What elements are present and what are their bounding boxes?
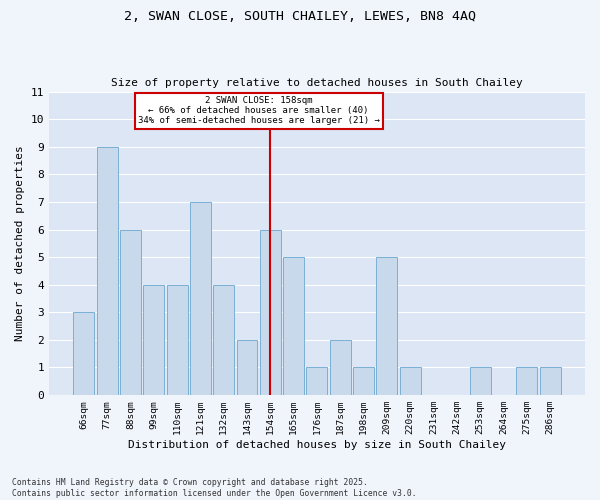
Title: Size of property relative to detached houses in South Chailey: Size of property relative to detached ho… bbox=[111, 78, 523, 88]
Bar bbox=[97, 146, 118, 395]
Bar bbox=[539, 368, 560, 395]
Y-axis label: Number of detached properties: Number of detached properties bbox=[15, 146, 25, 341]
Bar bbox=[307, 368, 328, 395]
Bar bbox=[120, 230, 141, 395]
Bar bbox=[143, 284, 164, 395]
Text: 2, SWAN CLOSE, SOUTH CHAILEY, LEWES, BN8 4AQ: 2, SWAN CLOSE, SOUTH CHAILEY, LEWES, BN8… bbox=[124, 10, 476, 23]
Bar bbox=[330, 340, 351, 395]
Text: Contains HM Land Registry data © Crown copyright and database right 2025.
Contai: Contains HM Land Registry data © Crown c… bbox=[12, 478, 416, 498]
Bar bbox=[236, 340, 257, 395]
Text: 2 SWAN CLOSE: 158sqm
← 66% of detached houses are smaller (40)
34% of semi-detac: 2 SWAN CLOSE: 158sqm ← 66% of detached h… bbox=[138, 96, 380, 126]
Bar bbox=[73, 312, 94, 395]
Bar bbox=[400, 368, 421, 395]
Bar bbox=[260, 230, 281, 395]
X-axis label: Distribution of detached houses by size in South Chailey: Distribution of detached houses by size … bbox=[128, 440, 506, 450]
Bar bbox=[470, 368, 491, 395]
Bar bbox=[213, 284, 234, 395]
Bar bbox=[190, 202, 211, 395]
Bar bbox=[167, 284, 188, 395]
Bar bbox=[283, 257, 304, 395]
Bar bbox=[353, 368, 374, 395]
Bar bbox=[376, 257, 397, 395]
Bar bbox=[517, 368, 538, 395]
